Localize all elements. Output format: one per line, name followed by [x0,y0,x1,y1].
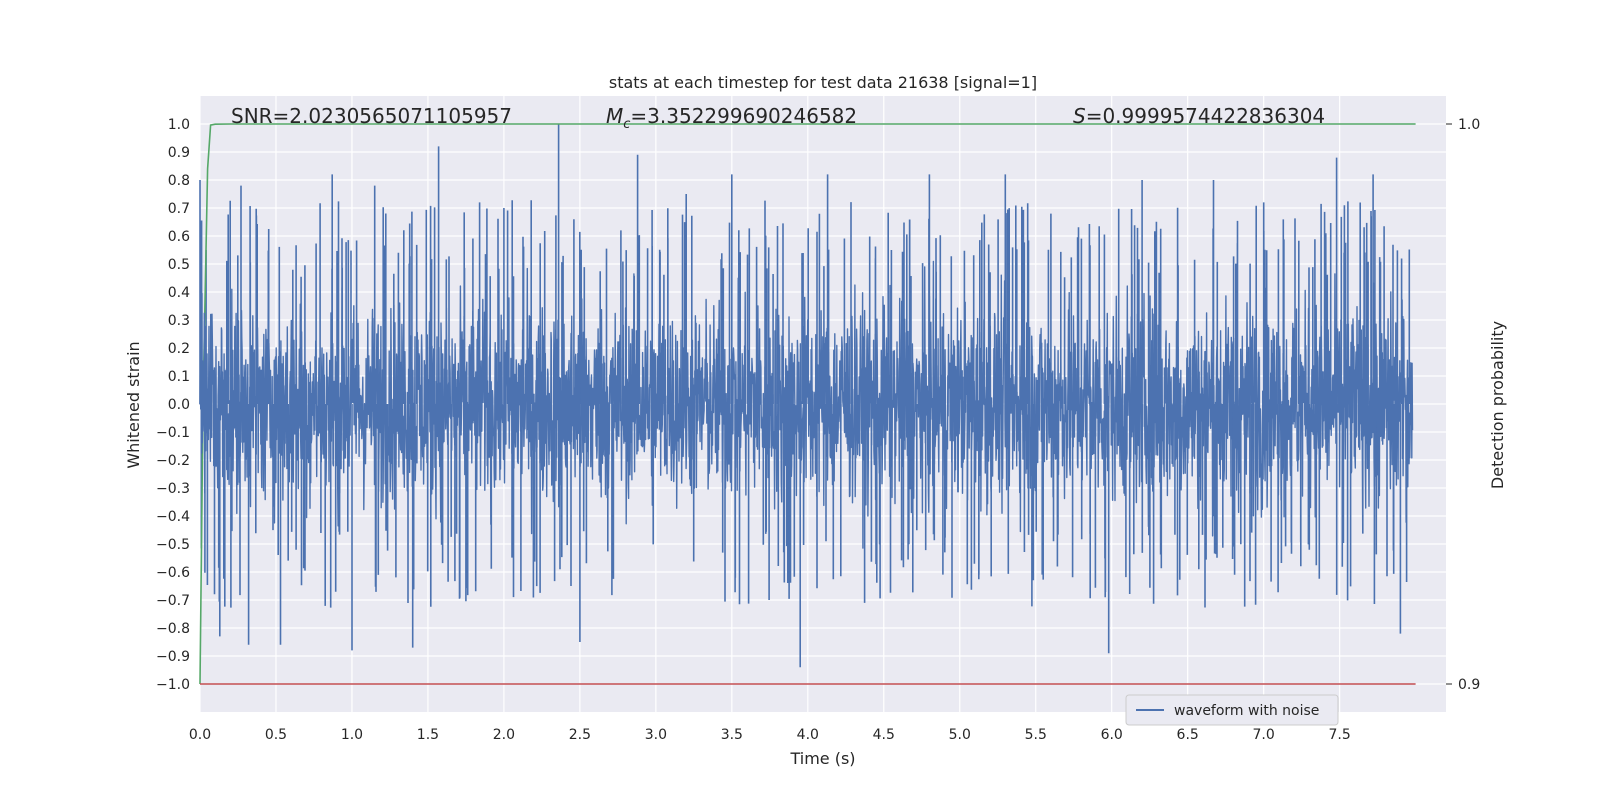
chirp-mass-symbol: M [606,104,623,128]
y-tick-label: −0.3 [156,481,190,497]
y-tick-label: −0.2 [156,453,190,469]
snr-annotation: SNR=2.0230565071105957 [231,104,512,128]
y-tick-label: 0.1 [168,369,190,385]
y-axis: 1.0 0.9 0.8 0.7 0.6 0.5 0.4 0.3 0.2 0.1 0.0 −0.1 −0.… [156,117,190,693]
y-tick-label: 0.5 [168,257,190,273]
y-tick-label: −0.1 [156,425,190,441]
y2-axis: 1.0 0.9 [1446,117,1480,693]
x-tick-label: 4.0 [797,727,819,743]
x-tick-label: 1.5 [417,727,439,743]
chart-title: stats at each timestep for test data 216… [609,73,1037,92]
x-tick-label: 3.0 [645,727,667,743]
y2-tick-label: 1.0 [1458,117,1480,133]
x-axis: 0.0 0.5 1.0 1.5 2.0 2.5 3.0 3.5 4.0 4.5 5.0 5.5 6.0 6… [189,727,1351,743]
x-tick-label: 1.0 [341,727,363,743]
x-axis-label: Time (s) [789,749,855,768]
score-symbol: S [1073,104,1086,128]
y-tick-label: 0.8 [168,173,190,189]
score-value: =0.9999574422836304 [1086,104,1325,128]
x-tick-label: 0.5 [265,727,287,743]
y-tick-label: −0.7 [156,593,190,609]
y-tick-label: 0.3 [168,313,190,329]
y2-axis-label: Detection probability [1488,321,1507,489]
x-tick-label: 5.0 [949,727,971,743]
legend: waveform with noise [1125,694,1339,726]
y2-tick-label: 0.9 [1458,677,1480,693]
y-tick-label: 0.2 [168,341,190,357]
y-tick-label: 1.0 [168,117,190,133]
x-tick-label: 5.5 [1025,727,1047,743]
legend-box [1125,694,1339,726]
y-axis-label: Whitened strain [124,341,143,468]
chirp-mass-annotation: Mc=3.352299690246582 [606,104,857,132]
y-tick-label: −0.8 [156,621,190,637]
x-tick-label: 2.5 [569,727,591,743]
chirp-mass-subscript: c [623,117,630,132]
y-tick-label: 0.4 [168,285,190,301]
x-tick-label: 3.5 [721,727,743,743]
chirp-mass-value: =3.352299690246582 [630,104,857,128]
x-tick-label: 7.5 [1329,727,1351,743]
y-tick-label: 0.6 [168,229,190,245]
y-tick-label: −0.5 [156,537,190,553]
y-tick-label: 0.0 [168,397,190,413]
x-tick-label: 0.0 [189,727,211,743]
x-tick-label: 6.0 [1101,727,1123,743]
score-annotation: S=0.9999574422836304 [1073,104,1325,128]
x-tick-label: 4.5 [873,727,895,743]
y-tick-label: −0.4 [156,509,190,525]
x-tick-label: 7.0 [1253,727,1275,743]
strain-trace [199,260,1414,549]
x-tick-label: 6.5 [1177,727,1199,743]
y-tick-label: −0.6 [156,565,190,581]
y-tick-label: 0.7 [168,201,190,217]
x-tick-label: 2.0 [493,727,515,743]
y-tick-label: 0.9 [168,145,190,161]
y-tick-label: −0.9 [156,649,190,665]
legend-label: waveform with noise [1174,703,1319,719]
y-tick-label: −1.0 [156,677,190,693]
